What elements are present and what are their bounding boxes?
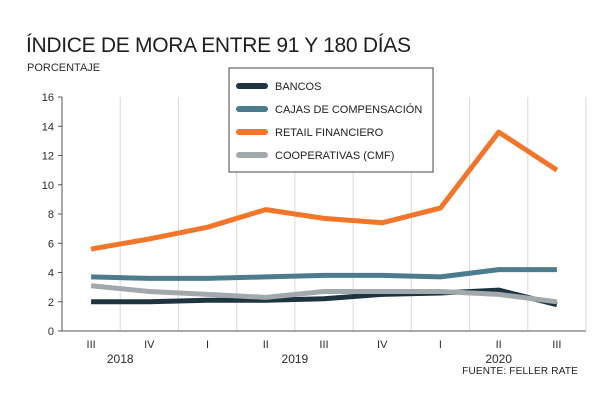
x-tick-label: II [496,339,502,351]
x-tick-label: I [439,339,442,351]
y-tick-label: 14 [42,121,54,133]
x-tick-label: III [87,339,96,351]
x-tick-label: I [206,339,209,351]
x-tick-label: II [263,339,269,351]
x-tick-label: IV [377,339,388,351]
year-label: 2019 [282,352,309,366]
legend-label: COOPERATIVAS (CMF) [275,150,394,162]
y-tick-label: 10 [42,180,54,192]
series-line-1 [91,267,557,281]
legend-label: BANCOS [275,81,321,93]
y-tick-label: 2 [48,297,54,309]
y-tick-label: 6 [48,238,54,250]
legend: BANCOS CAJAS DE COMPENSACIÓN RETAIL FINANC… [228,67,434,173]
y-tick-label: 16 [42,92,54,104]
x-tick-label: III [552,339,561,351]
series-line-3 [90,283,558,305]
y-tick-label: 0 [48,326,54,338]
y-tick-label: 8 [48,209,54,221]
legend-label: CAJAS DE COMPENSACIÓN [275,103,422,116]
series-line-2 [90,129,559,252]
x-tick-label: III [319,339,328,351]
legend-label: RETAIL FINANCIERO [275,127,384,139]
series-lines [90,129,559,308]
year-label: 2018 [107,352,134,366]
chart-title: ÍNDICE DE MORA ENTRE 91 Y 180 DÍAS [26,34,411,57]
chart-source: FUENTE: FELLER RATE [462,366,578,377]
y-tick-label: 12 [42,151,54,163]
y-tick-label: 4 [48,268,54,280]
x-tick-label: IV [144,339,155,351]
year-label: 2020 [485,352,512,366]
chart-subtitle: PORCENTAJE [27,62,101,74]
